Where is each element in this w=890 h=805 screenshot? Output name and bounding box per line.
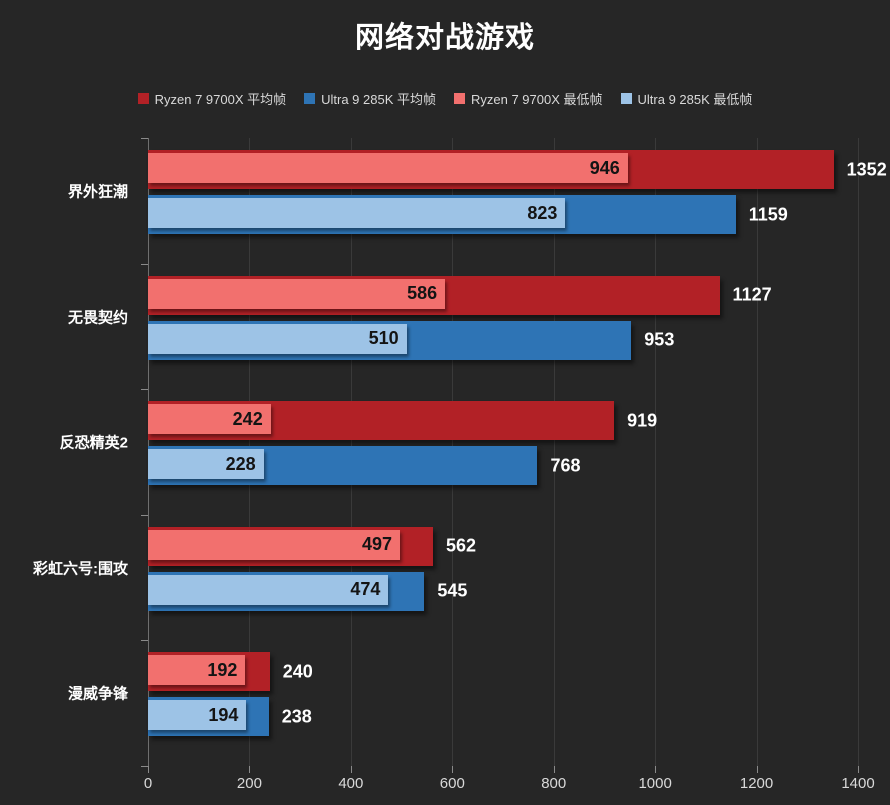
avg-value-label: 240 <box>282 661 313 682</box>
bar-ryzen-avg: 192 <box>148 652 270 692</box>
x-axis-tick-label: 200 <box>236 775 262 792</box>
x-axis-tick-label: 400 <box>338 775 364 792</box>
legend-swatch-icon <box>304 93 316 104</box>
y-axis-tick <box>141 640 148 642</box>
min-value-label: 946 <box>589 157 620 178</box>
min-value-label: 586 <box>407 283 438 304</box>
x-axis-tick <box>858 766 859 773</box>
min-value-label: 192 <box>207 659 238 680</box>
bar-ryzen-avg: 946 <box>148 150 834 189</box>
x-axis-tick <box>148 766 149 773</box>
min-value-label: 242 <box>232 408 263 429</box>
x-axis-tick-label: 0 <box>143 775 153 792</box>
min-value-label: 474 <box>350 579 381 600</box>
gridline <box>756 138 758 766</box>
y-axis-tick <box>141 263 148 265</box>
bar-ryzen-avg: 586 <box>148 275 720 315</box>
legend-swatch-icon <box>454 93 465 104</box>
avg-value-label: 1159 <box>748 204 788 224</box>
category-label: 漫威争锋 <box>67 685 128 703</box>
avg-value-label: 953 <box>644 329 675 350</box>
bar-ryzen-min: 192 <box>148 655 246 686</box>
x-axis-tick-label: 1200 <box>739 775 774 792</box>
bar-ultra-min: 228 <box>148 449 264 480</box>
min-value-label: 228 <box>225 453 256 474</box>
legend-item-1: Ultra 9 285K 平均帧 <box>304 89 436 108</box>
y-axis-tick <box>141 138 148 139</box>
x-axis-tick <box>249 766 251 773</box>
bar-ryzen-avg: 242 <box>148 401 615 441</box>
avg-value-label: 919 <box>627 410 658 431</box>
bar-ultra-avg: 194 <box>148 697 269 737</box>
gridline <box>553 138 555 766</box>
avg-value-label: 238 <box>281 706 312 727</box>
bar-ultra-min: 474 <box>148 574 389 605</box>
x-axis-tick <box>756 766 758 773</box>
legend-item-3: Ultra 9 285K 最低帧 <box>620 89 753 108</box>
bar-ultra-avg: 228 <box>148 446 538 486</box>
avg-value-label: 768 <box>550 455 581 476</box>
bar-ryzen-avg: 497 <box>148 526 433 566</box>
avg-value-label: 1127 <box>732 284 772 305</box>
bar-ultra-min: 194 <box>148 700 247 731</box>
x-axis-tick-label: 1000 <box>638 775 672 792</box>
bar-ultra-avg: 510 <box>148 320 632 360</box>
category-label: 反恐精英2 <box>59 434 128 452</box>
avg-value-label: 545 <box>437 580 468 601</box>
legend-item-0: Ryzen 7 9700X 平均帧 <box>137 89 287 108</box>
legend-label: Ultra 9 285K 平均帧 <box>321 92 436 107</box>
legend-label: Ryzen 7 9700X 平均帧 <box>154 92 287 107</box>
category-label: 彩虹六号:围攻 <box>33 560 128 578</box>
category-label: 界外狂潮 <box>67 183 128 201</box>
min-value-label: 194 <box>208 704 239 725</box>
legend-swatch-icon <box>620 93 632 104</box>
x-axis-tick <box>350 766 352 773</box>
avg-value-label: 562 <box>446 535 477 556</box>
bar-ryzen-min: 497 <box>148 529 401 560</box>
min-value-label: 510 <box>368 328 399 349</box>
legend-item-2: Ryzen 7 9700X 最低帧 <box>454 89 603 108</box>
x-axis-tick-label: 1400 <box>841 775 875 792</box>
legend: Ryzen 7 9700X 平均帧 Ultra 9 285K 平均帧 Ryzen 7… <box>0 89 890 108</box>
bar-ryzen-min: 242 <box>148 404 271 435</box>
bar-ryzen-min: 946 <box>148 153 628 183</box>
bar-ultra-avg: 823 <box>148 195 736 234</box>
x-axis-tick-label: 800 <box>541 775 567 792</box>
gridline <box>655 138 657 766</box>
y-axis-tick <box>141 514 148 516</box>
gridline <box>858 138 859 766</box>
category-label: 无畏契约 <box>67 309 128 327</box>
min-value-label: 497 <box>362 534 393 555</box>
x-axis-tick <box>452 766 454 773</box>
bar-ultra-min: 510 <box>148 323 407 354</box>
y-axis-tick <box>141 766 148 767</box>
chart-title: 网络对战游戏 <box>354 22 535 54</box>
legend-swatch-icon <box>137 93 149 104</box>
x-axis-tick-label: 600 <box>439 775 465 792</box>
avg-value-label: 1352 <box>846 159 887 179</box>
legend-label: Ultra 9 285K 最低帧 <box>637 92 753 107</box>
bar-ryzen-min: 586 <box>148 278 446 309</box>
min-value-label: 823 <box>527 202 558 223</box>
bar-ultra-min: 823 <box>148 198 566 228</box>
x-axis-tick <box>553 766 555 773</box>
x-axis-tick <box>655 766 657 773</box>
bar-ultra-avg: 474 <box>148 571 425 611</box>
y-axis-tick <box>141 389 148 391</box>
legend-label: Ryzen 7 9700X 最低帧 <box>471 92 603 107</box>
